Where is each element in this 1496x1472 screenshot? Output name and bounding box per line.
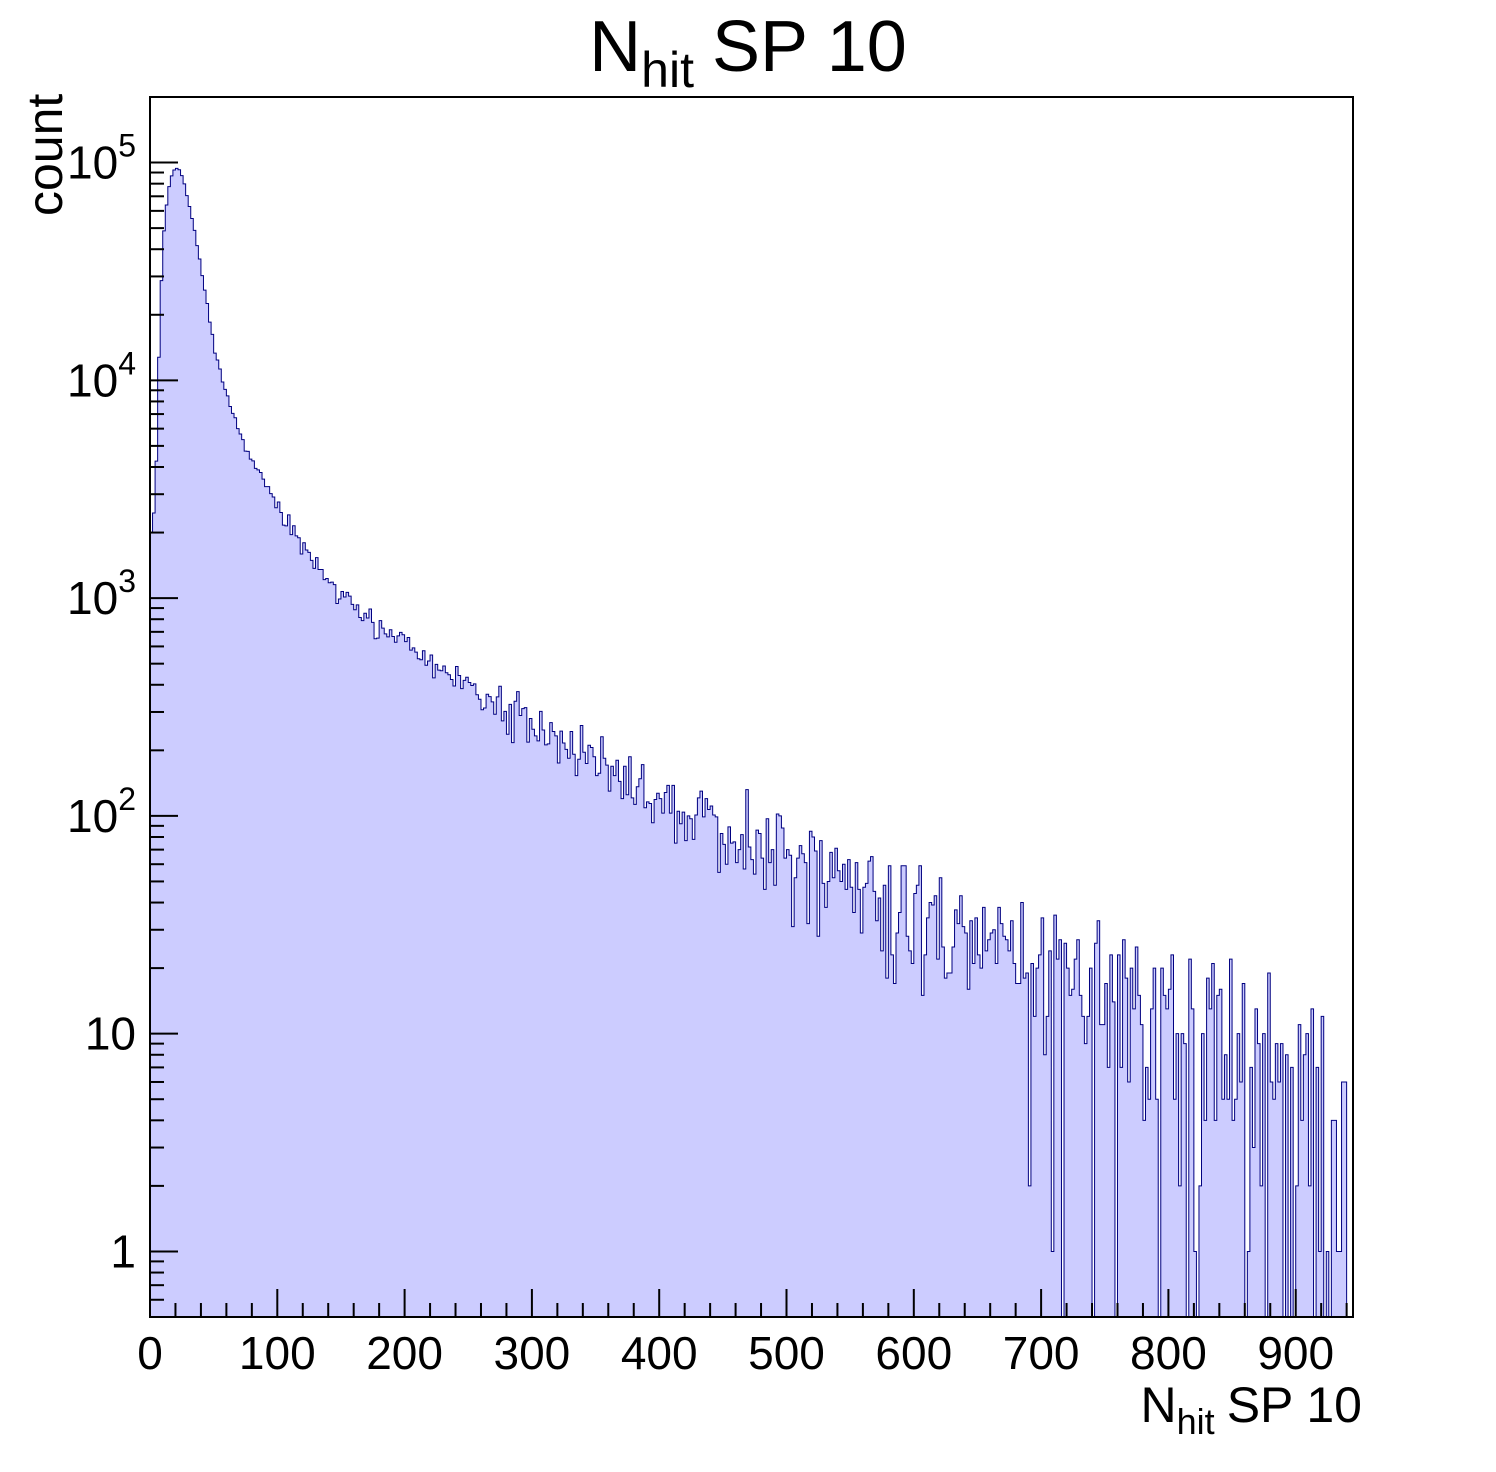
histogram-series — [149, 167, 1348, 1318]
x-tick-label: 400 — [621, 1327, 698, 1379]
x-tick-label: 100 — [239, 1327, 316, 1379]
chart-title-subscript: hit — [641, 42, 694, 98]
x-tick-label: 700 — [1003, 1327, 1080, 1379]
y-tick-label: 105 — [67, 128, 136, 189]
chart-title-main: N — [589, 7, 642, 87]
plot-frame — [149, 96, 1354, 1318]
chart-title: Nhit SP 10 — [0, 6, 1496, 99]
x-axis-title: Nhit SP 10 — [1141, 1376, 1362, 1443]
x-tick-label: 500 — [748, 1327, 825, 1379]
x-axis-title-main: N — [1140, 1377, 1177, 1433]
y-tick-label: 1 — [110, 1225, 136, 1277]
x-tick-label: 600 — [875, 1327, 952, 1379]
x-axis-title-subscript: hit — [1176, 1401, 1215, 1442]
y-tick-label: 10 — [85, 1008, 136, 1060]
x-tick-label: 0 — [137, 1327, 163, 1379]
x-tick-label: 300 — [494, 1327, 571, 1379]
x-tick-label: 900 — [1257, 1327, 1334, 1379]
x-tick-label: 200 — [366, 1327, 443, 1379]
y-tick-label: 103 — [67, 563, 136, 624]
x-tick-label: 800 — [1130, 1327, 1207, 1379]
y-tick-label: 102 — [67, 781, 136, 842]
x-axis-title-suffix: SP 10 — [1226, 1377, 1362, 1433]
chart-title-suffix: SP 10 — [711, 7, 907, 87]
y-tick-label: 104 — [67, 345, 136, 406]
